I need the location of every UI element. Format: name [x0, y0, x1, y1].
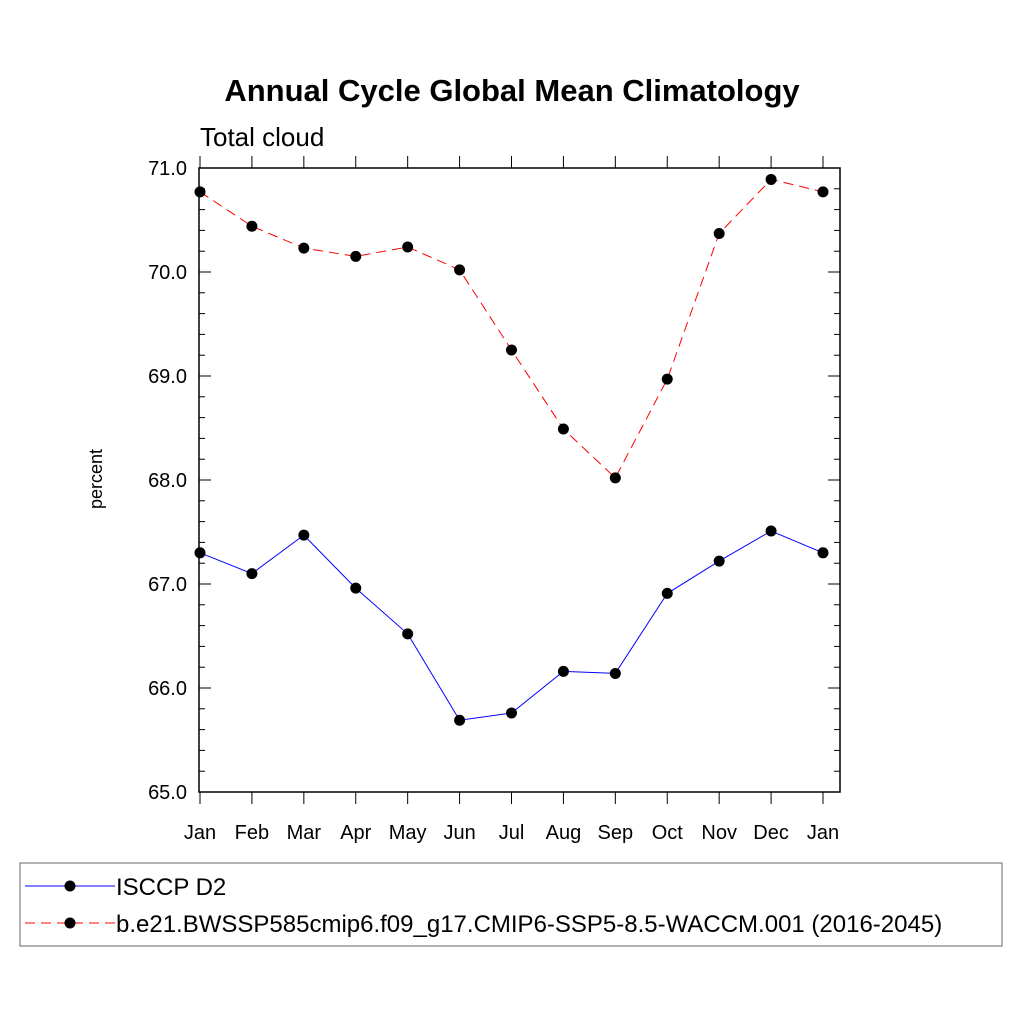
data-point	[557, 423, 569, 435]
data-point	[713, 228, 725, 240]
series-line-0	[199, 530, 824, 721]
x-tick-label: Oct	[652, 822, 684, 844]
y-tick-label: 70.0	[148, 262, 187, 284]
y-tick-label: 65.0	[148, 782, 187, 804]
data-point	[506, 344, 517, 356]
x-tick-label: Dec	[753, 822, 789, 844]
data-point	[194, 547, 206, 559]
data-point	[402, 628, 414, 640]
x-tick-label: Jan	[184, 822, 216, 844]
chart-subtitle: Total cloud	[200, 122, 324, 152]
series-layer	[194, 173, 829, 726]
data-point	[350, 582, 362, 594]
legend-box	[19, 862, 1003, 947]
legend: ISCCP D2 b.e21.BWSSP585cmip6.f09_g17.CMI…	[19, 862, 1003, 947]
legend-label-0: ISCCP D2	[116, 874, 226, 901]
y-tick-label: 68.0	[148, 470, 187, 492]
axis-ticks	[199, 156, 840, 804]
x-tick-label: Aug	[546, 822, 582, 844]
chart-title: Annual Cycle Global Mean Climatology	[224, 73, 800, 108]
x-tick-label: Apr	[340, 822, 371, 844]
data-point	[246, 568, 258, 580]
y-axis-label: percent	[86, 449, 106, 509]
data-point	[298, 242, 310, 254]
x-tick-label: Nov	[701, 822, 737, 844]
y-tick-labels: 65.0 66.0 67.0 68.0 69.0 70.0 71.0	[148, 158, 187, 804]
x-tick-label: Sep	[598, 822, 634, 844]
x-tick-label: May	[389, 822, 427, 844]
data-point	[454, 264, 466, 276]
data-point	[194, 186, 206, 198]
data-point	[298, 529, 310, 541]
x-tick-labels: Jan Feb Mar Apr May Jun Jul Aug Sep Oct Nov Dec Jan	[184, 822, 839, 844]
y-tick-label: 69.0	[148, 366, 187, 388]
x-tick-label: Jun	[443, 822, 475, 844]
data-point	[765, 525, 777, 537]
plot-frame	[198, 167, 841, 793]
data-point	[350, 250, 362, 262]
data-point	[661, 373, 673, 385]
data-point	[817, 186, 829, 198]
data-point	[557, 665, 569, 677]
legend-label-1: b.e21.BWSSP585cmip6.f09_g17.CMIP6-SSP5-8…	[116, 911, 942, 938]
x-tick-label: Mar	[287, 822, 322, 844]
y-tick-label: 67.0	[148, 574, 187, 596]
data-point	[609, 667, 621, 679]
y-tick-label: 66.0	[148, 678, 187, 700]
series-line-1	[199, 178, 824, 479]
data-point	[661, 587, 673, 599]
y-tick-label: 71.0	[148, 158, 187, 180]
data-point	[765, 173, 777, 185]
data-point	[817, 547, 829, 559]
data-point	[246, 220, 258, 232]
legend-marker-0	[64, 880, 76, 892]
data-point	[713, 555, 725, 567]
data-point	[609, 472, 621, 484]
data-point	[402, 241, 414, 253]
x-tick-label: Jan	[807, 822, 839, 844]
data-point	[506, 707, 517, 719]
legend-marker-1	[64, 917, 76, 929]
x-tick-label: Feb	[235, 822, 269, 844]
data-point	[454, 714, 466, 726]
x-tick-label: Jul	[499, 822, 525, 844]
